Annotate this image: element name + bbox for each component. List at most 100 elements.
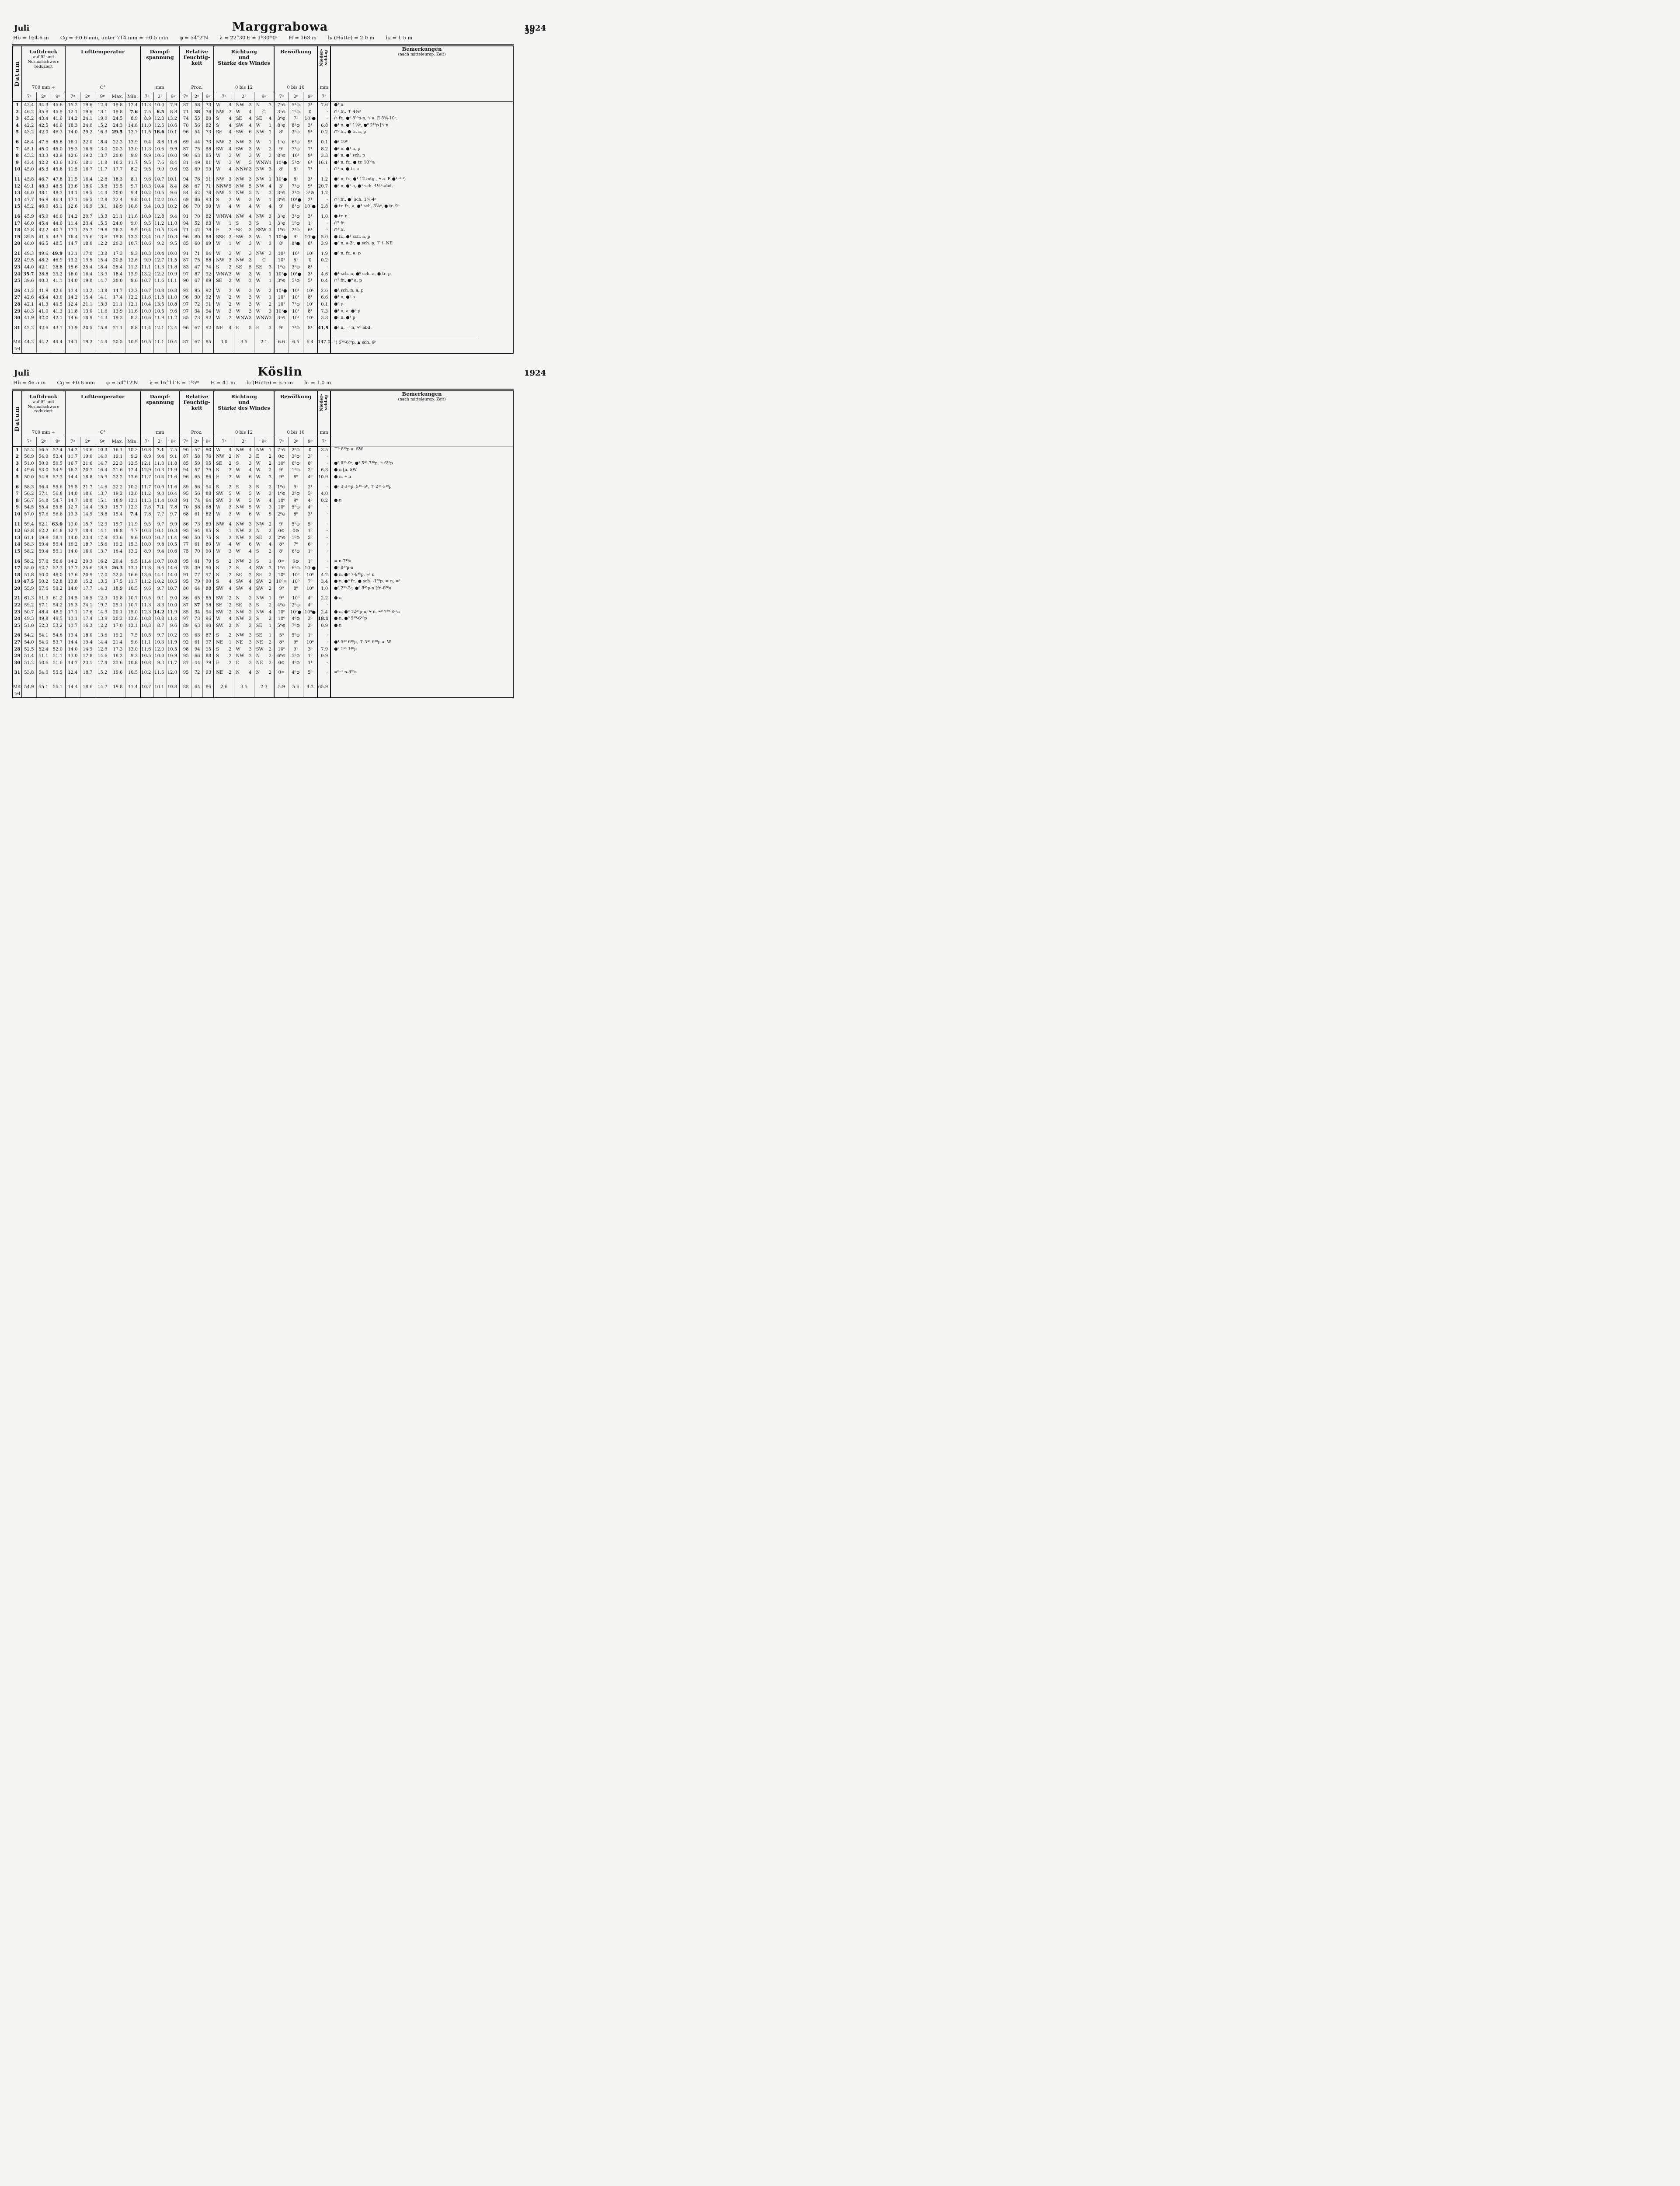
cell-luftdruck-9p: 46.0 [51,213,66,220]
cell-niederschlag: · [317,166,331,173]
cell-bemerkungen: ⊤⁰ 8¹⁵p a. SW [334,447,363,452]
group-title: Relative Feuchtig- keit [183,393,210,411]
wind-direction: W [256,542,261,547]
spacer-row [13,173,513,176]
wind-direction: S [216,265,219,270]
wind-force: 4 [229,522,232,527]
wind-value: NW 1 [254,447,274,454]
spacer-cell [110,136,125,139]
spacer-cell [214,518,234,521]
wind-value: NW 3 [214,257,234,264]
table-row: 1 55.2 56.5 57.4 14.2 14.6 10.3 16.1 10.3 10.8 7.1… [13,446,513,454]
wind-force: 6 [249,474,252,480]
table-row: 23 44.0 42.1 38.8 15.6 25.4 18.4 25.4 11.3 11.1 11… [13,264,513,271]
spacer-cell [140,247,154,251]
cell-wind-9p: NW 1 [254,129,275,136]
cell-bemerkungen: ● n, ●⁰ fr., ● sch. -1³⁰p, ≡ n, ≡¹ [334,579,401,584]
cell-temp-min: 7.7 [125,528,141,535]
wind-direction: W [236,295,240,300]
cell-temp-7a: 14.0 [65,278,80,285]
cell-niederschlag: · [317,460,331,467]
cell-temp-9p: 12.9 [95,646,110,653]
mittel-dampf-2p: 11.1 [153,338,167,353]
cell-luftdruck-9p: 45.0 [51,146,66,153]
cell-wind-2p: SE 2 [234,571,254,579]
cell-luftdruck-9p: 53.7 [51,639,66,646]
cell-temp-7a: 12.1 [65,108,80,116]
cell-dampf-9p: 10.8 [167,558,181,565]
cell-datum: 14 [13,196,22,204]
spacer-cell [22,676,37,683]
spacer-cell [125,173,141,176]
cell-temp-2p: 24.1 [80,602,95,609]
cell-temp-max: 25.4 [110,264,125,271]
cell-feucht-9p: 86 [202,473,215,481]
cell-temp-min: 12.6 [125,616,141,623]
cell-bew-2p: 3¹⊙ [289,190,303,197]
cell-temp-2p: 16.5 [80,196,95,204]
wind-force: 1 [268,447,272,453]
cell-luftdruck-2p: 50.6 [36,659,51,667]
cell-luftdruck-2p: 50.2 [36,578,51,585]
cell-feucht-9p: 78 [202,190,215,197]
wind-direction: W [216,447,221,453]
cell-temp-2p: 19.5 [80,257,95,265]
cell-luftdruck-9p: 39.2 [51,271,66,278]
spacer-row [13,321,513,325]
cell-temp-7a: 14.5 [65,595,80,602]
group-unit: C° [100,85,106,90]
cell-temp-9p: 14.7 [95,278,110,285]
cell-dampf-7a: 10.3 [140,250,154,258]
cell-datum: 20 [13,585,22,592]
year-label: 1924 [524,368,546,378]
spacer-cell [95,173,110,176]
cell-dampf-7a: 12.1 [140,460,154,467]
wind-force: 3 [268,153,272,159]
cell-temp-7a: 16.0 [65,271,80,278]
cell-bew-7a: 10⁰ [274,460,289,467]
cell-luftdruck-7a: 49.1 [22,183,37,190]
cell-temp-2p: 14.9 [80,511,95,518]
spacer-cell [303,592,318,595]
spacer-cell [153,480,167,484]
mittel-wind-9p: 2.1 [254,338,275,353]
table-row: 31 53.8 54.0 55.5 12.4 18.7 15.2 19.6 10.5 10.2 11… [13,669,513,676]
spacer-cell [202,247,215,251]
cell-temp-7a: 15.3 [65,146,80,153]
cell-datum: 30 [13,659,22,667]
time-header: 9ᵖ [303,92,318,102]
cell-dampf-2p: 10.8 [153,287,167,295]
wind-direction: SW [256,566,264,571]
cell-temp-max: 19.2 [110,632,125,640]
spacer-cell [234,480,254,484]
cell-feucht-2p: 66 [191,653,203,660]
wind-force: 2 [229,596,232,601]
cell-dampf-9p: 11.9 [167,639,181,646]
cell-bew-2p: 1⁰⊙ [289,220,303,227]
cell-datum: 22 [13,602,22,609]
spacer-cell [13,284,22,288]
spacer-cell [125,592,141,595]
cell-dampf-9p: 8.4 [167,159,181,167]
cell-bew-7a: 10⁰ [274,497,289,505]
cell-wind-2p: SW 4 [234,122,254,129]
wind-direction: SE [256,572,262,578]
cell-feucht-7a: 98 [180,646,191,653]
cell-bew-7a: 3¹ [274,183,289,190]
cell-luftdruck-7a: 48.4 [22,139,37,146]
cell-luftdruck-7a: 55.9 [22,585,37,592]
cell-luftdruck-9p: 45.8 [51,139,66,146]
wind-direction: N [256,670,260,675]
cell-feucht-2p: 58 [191,453,203,460]
cell-dampf-7a: 12.3 [140,609,154,616]
spacer-cell [303,247,318,251]
spacer-cell [22,480,37,484]
wind-direction: W [236,109,240,115]
